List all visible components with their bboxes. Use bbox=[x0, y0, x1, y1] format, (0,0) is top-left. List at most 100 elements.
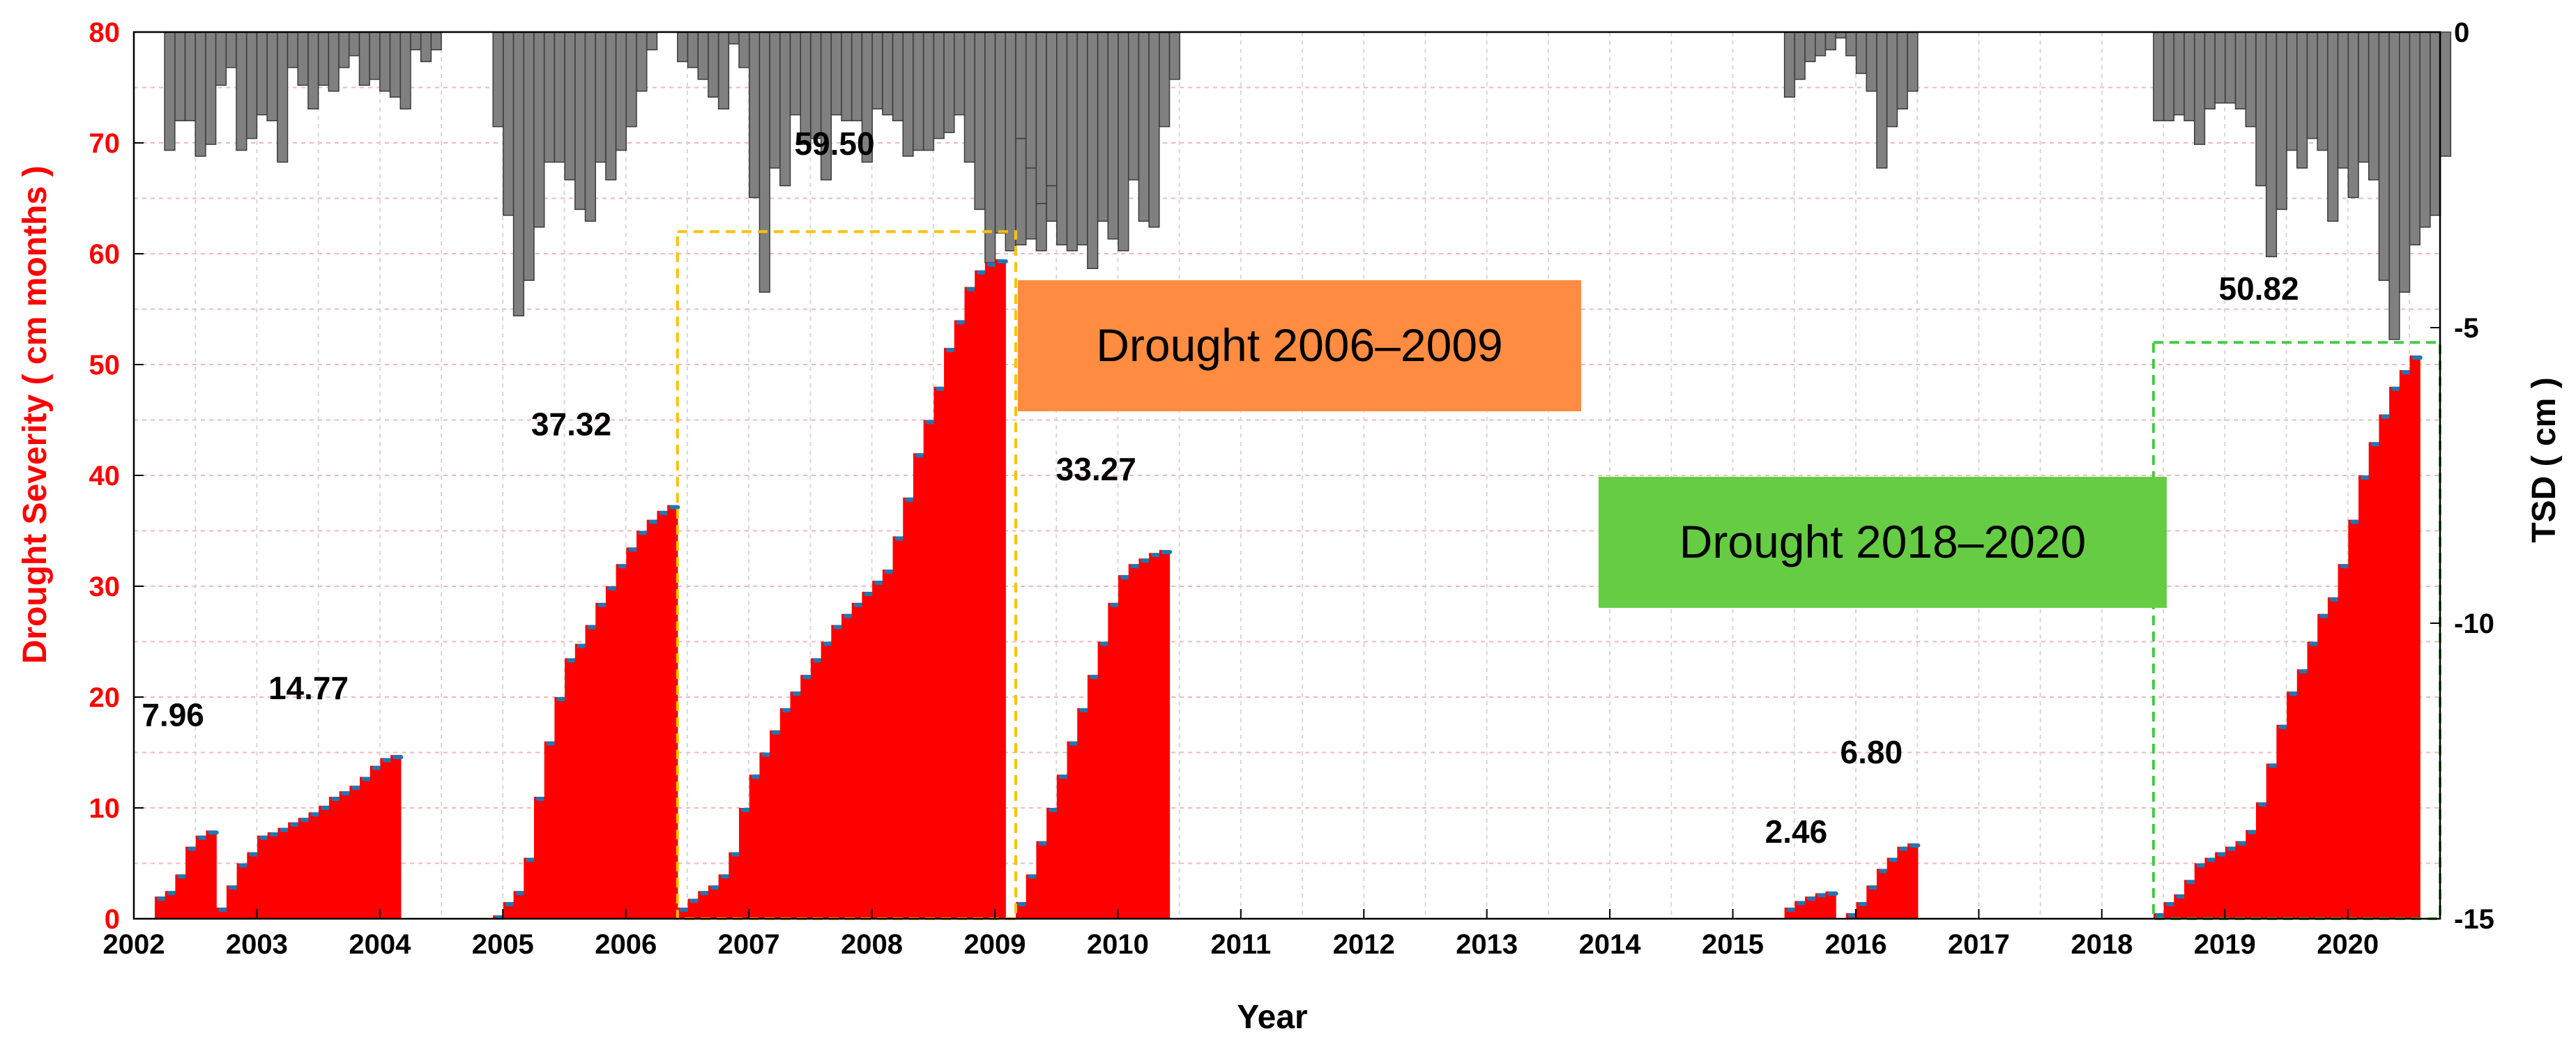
x-tick-label: 2004 bbox=[349, 929, 411, 960]
x-tick-label: 2005 bbox=[472, 929, 534, 960]
tsd-bar bbox=[348, 31, 360, 56]
severity-bar bbox=[975, 270, 986, 919]
severity-bar bbox=[2215, 852, 2226, 919]
tsd-bar bbox=[379, 31, 391, 92]
event-value-label: 33.27 bbox=[1056, 451, 1136, 487]
severity-bar bbox=[1077, 708, 1088, 919]
tsd-bar bbox=[646, 31, 658, 51]
severity-bar bbox=[1097, 641, 1108, 919]
tsd-bar bbox=[779, 31, 791, 187]
x-tick-label: 2018 bbox=[2071, 929, 2133, 960]
tsd-bar bbox=[1886, 31, 1898, 128]
tsd-bar bbox=[841, 31, 853, 121]
tsd-bar bbox=[2163, 31, 2175, 121]
severity-bar bbox=[585, 625, 596, 919]
x-tick-label: 2002 bbox=[103, 929, 165, 960]
right-axis-title: TSD ( cm ) bbox=[2526, 377, 2563, 542]
tsd-bar bbox=[420, 31, 432, 63]
x-tick-label: 2011 bbox=[1210, 929, 1271, 960]
x-tick-label: 2007 bbox=[718, 929, 780, 960]
x-tick-label: 2006 bbox=[595, 929, 657, 960]
severity-bar bbox=[574, 643, 586, 919]
tsd-bar bbox=[697, 31, 709, 80]
x-tick-label: 2013 bbox=[1456, 929, 1518, 960]
tsd-bar bbox=[205, 31, 217, 145]
tsd-bar bbox=[1138, 31, 1150, 222]
severity-bar bbox=[821, 641, 832, 919]
x-tick-label: 2010 bbox=[1087, 929, 1149, 960]
severity-bar bbox=[175, 874, 186, 919]
tsd-bar bbox=[164, 31, 176, 151]
tsd-bar bbox=[245, 31, 258, 139]
drought-callout-text: Drought 2018–2020 bbox=[1679, 516, 2087, 567]
severity-bar bbox=[831, 625, 842, 919]
severity-bar bbox=[257, 835, 268, 919]
x-tick-label: 2008 bbox=[841, 929, 903, 960]
severity-bar bbox=[544, 741, 555, 919]
tick-labels: 2002 2003 2004 2005 2006 2007 2008 2009 2010 2011… bbox=[89, 17, 2494, 960]
severity-bar bbox=[923, 420, 934, 919]
tsd-bar bbox=[954, 31, 966, 116]
severity-bar bbox=[1118, 575, 1129, 919]
tsd-bar bbox=[2317, 31, 2329, 151]
drought-callout-box bbox=[1018, 280, 1581, 411]
tsd-bar bbox=[1866, 31, 1877, 92]
tsd-bar bbox=[595, 31, 607, 163]
severity-bar bbox=[1866, 885, 1877, 919]
severity-bar bbox=[841, 613, 853, 919]
tsd-bar bbox=[625, 31, 637, 128]
severity-bar bbox=[2348, 519, 2359, 919]
tsd-bar bbox=[2347, 31, 2359, 199]
tsd-bar bbox=[236, 31, 247, 151]
severity-bar bbox=[2389, 386, 2400, 919]
severity-bar bbox=[964, 286, 975, 919]
tsd-bar bbox=[297, 31, 309, 86]
severity-bar bbox=[1897, 846, 1908, 919]
tsd-bar bbox=[543, 31, 556, 163]
tsd-bar bbox=[717, 31, 730, 109]
tsd-bar bbox=[2286, 31, 2298, 151]
tsd-bar bbox=[174, 31, 186, 121]
tsd-bar bbox=[994, 31, 1007, 234]
tsd-bar bbox=[759, 31, 770, 293]
tsd-bar bbox=[748, 31, 761, 199]
tsd-bar bbox=[615, 31, 627, 151]
x-tick-label: 2017 bbox=[1948, 929, 2010, 960]
severity-bar bbox=[369, 765, 381, 919]
severity-bar bbox=[636, 530, 648, 919]
tsd-bar bbox=[2153, 31, 2165, 121]
tsd-bar bbox=[1896, 31, 1908, 109]
severity-bar bbox=[308, 812, 319, 919]
severity-bar bbox=[2204, 857, 2216, 919]
tsd-bar bbox=[1794, 31, 1806, 80]
tsd-bar bbox=[2388, 31, 2400, 340]
tsd-bar bbox=[922, 31, 935, 151]
severity-bar bbox=[1887, 857, 1898, 919]
severity-bar bbox=[698, 891, 709, 919]
tsd-bar bbox=[2183, 31, 2195, 121]
severity-bar bbox=[810, 658, 822, 919]
tsd-bar bbox=[1118, 31, 1129, 252]
severity-bar bbox=[933, 386, 945, 919]
severity-bar bbox=[2276, 724, 2287, 919]
severity-bar bbox=[1056, 774, 1068, 919]
tsd-bar bbox=[963, 31, 975, 163]
severity-bar bbox=[718, 874, 729, 919]
tsd-bar bbox=[1855, 31, 1868, 75]
tsd-bar bbox=[1076, 31, 1088, 246]
severity-bar bbox=[2338, 564, 2349, 919]
severity-bar bbox=[616, 564, 627, 919]
severity-bar bbox=[1067, 741, 1078, 919]
severity-bar bbox=[2409, 355, 2421, 919]
tsd-bar bbox=[410, 31, 422, 51]
severity-bar bbox=[790, 691, 801, 919]
tsd-bar bbox=[2193, 31, 2206, 145]
tsd-bar bbox=[2204, 31, 2216, 109]
severity-bar bbox=[288, 822, 299, 919]
severity-bar bbox=[328, 797, 340, 919]
severity-bar bbox=[2379, 414, 2390, 919]
tsd-bar bbox=[523, 31, 535, 281]
tsd-bar bbox=[830, 31, 842, 116]
tsd-bar bbox=[584, 31, 596, 222]
tsd-bar bbox=[1148, 31, 1160, 228]
